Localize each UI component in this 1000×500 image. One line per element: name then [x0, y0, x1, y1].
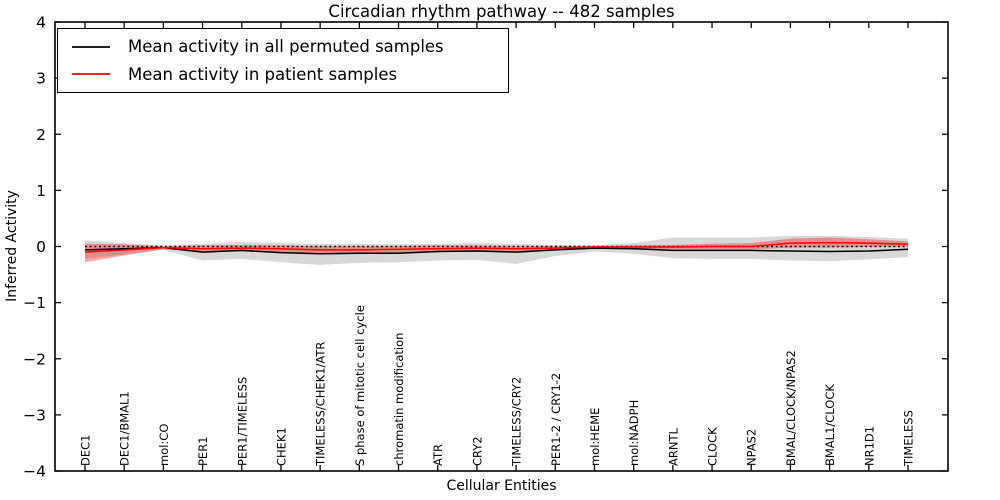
x-tick-label: mol:HEME [588, 408, 602, 466]
x-tick-label: CRY2 [470, 436, 484, 466]
y-tick-label: 1 [36, 182, 46, 200]
x-tick-label: BMAL1/CLOCK [823, 384, 837, 466]
permuted-mean-line [84, 246, 909, 255]
x-tick-label: NR1D1 [862, 426, 876, 466]
x-tick-label: CHEK1 [274, 427, 288, 466]
y-tick-label: 2 [36, 126, 46, 144]
x-tick-label: mol:CO [157, 424, 171, 466]
y-tick-label: −3 [23, 406, 46, 424]
x-tick-label: chromatin modification [392, 333, 406, 466]
y-tick-label: −4 [23, 463, 46, 481]
legend-entry-permuted: Mean activity in all permuted samples [71, 37, 508, 56]
x-tick-label: CLOCK [706, 427, 720, 466]
y-tick-label: −2 [23, 350, 46, 368]
x-tick-label: S phase of mitotic cell cycle [353, 305, 367, 466]
chart-title: Circadian rhythm pathway -- 482 samples [328, 2, 675, 21]
legend-entry-patient: Mean activity in patient samples [71, 65, 508, 84]
x-tick-label: DEC1 [79, 435, 93, 466]
y-axis-label: Inferred Activity [4, 190, 20, 302]
x-tick-label: BMAL/CLOCK/NPAS2 [784, 350, 798, 466]
x-tick-label: NPAS2 [745, 429, 759, 466]
legend-label-permuted: Mean activity in all permuted samples [128, 37, 444, 57]
x-tick-label: TIMELESS [902, 410, 916, 467]
x-tick-label: ATR [431, 444, 445, 466]
y-tick-label: 0 [36, 238, 46, 256]
x-tick-label: PER1 [196, 436, 210, 466]
patient-mean-line [84, 241, 909, 253]
legend-label-patient: Mean activity in patient samples [128, 64, 398, 84]
x-tick-label: PER1-2 / CRY1-2 [549, 373, 563, 466]
x-tick-label: DEC1/BMAL1 [118, 391, 132, 466]
y-tick-label: 4 [36, 14, 46, 32]
std-band [85, 237, 908, 263]
x-tick-label: ARNTL [666, 428, 680, 466]
x-axis-label: Cellular Entities [446, 478, 557, 494]
legend-line-permuted-icon [72, 45, 110, 48]
x-tick-label: TIMELESS/CHEK1/ATR [314, 342, 328, 467]
std-band [85, 235, 908, 266]
y-tick-label: −1 [23, 294, 46, 312]
x-tick-label: PER1/TIMELESS [235, 377, 249, 466]
y-tick-label: 3 [36, 70, 46, 88]
legend: Mean activity in all permuted samples Me… [57, 28, 509, 93]
x-tick-label: TIMELESS/CRY2 [510, 377, 524, 467]
legend-line-patient-icon [72, 73, 110, 76]
x-tick-label: mol:NADPH [627, 400, 641, 466]
